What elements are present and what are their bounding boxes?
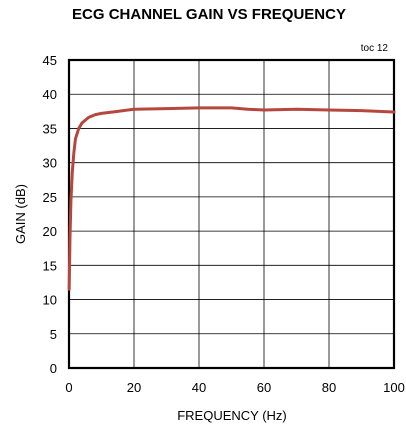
toc-annotation: toc 12 bbox=[361, 43, 389, 54]
y-tick-label: 0 bbox=[50, 361, 57, 376]
x-tick-label: 20 bbox=[127, 380, 141, 395]
x-tick-label: 80 bbox=[322, 380, 336, 395]
x-tick-label: 0 bbox=[65, 380, 72, 395]
x-axis-label: FREQUENCY (Hz) bbox=[177, 408, 287, 423]
y-tick-label: 15 bbox=[43, 258, 57, 273]
grid-lines bbox=[68, 59, 395, 369]
x-tick-label: 40 bbox=[192, 380, 206, 395]
y-tick-label: 40 bbox=[43, 87, 57, 102]
plot-frame bbox=[67, 58, 396, 370]
y-tick-label: 35 bbox=[43, 121, 57, 136]
y-tick-label: 30 bbox=[43, 156, 57, 171]
chart-title: ECG CHANNEL GAIN VS FREQUENCY bbox=[72, 6, 346, 23]
y-tick-label: 25 bbox=[43, 190, 57, 205]
y-tick-labels: 0 5 10 15 20 25 30 35 40 45 bbox=[43, 53, 57, 376]
y-tick-label: 5 bbox=[50, 327, 57, 342]
x-tick-labels: 0 20 40 60 80 100 bbox=[65, 380, 404, 395]
y-tick-label: 45 bbox=[43, 53, 57, 68]
gain-curve bbox=[67, 106, 396, 291]
y-tick-label: 10 bbox=[43, 293, 57, 308]
y-axis-label: GAIN (dB) bbox=[13, 184, 28, 244]
y-tick-label: 20 bbox=[43, 224, 57, 239]
x-tick-label: 100 bbox=[383, 380, 405, 395]
x-tick-label: 60 bbox=[257, 380, 271, 395]
